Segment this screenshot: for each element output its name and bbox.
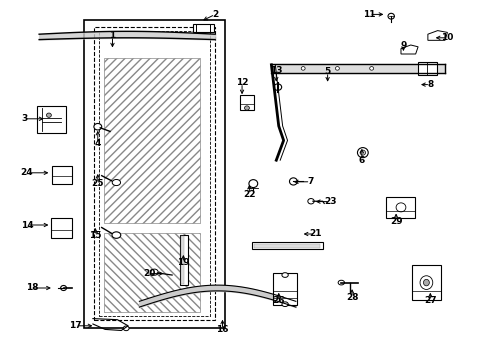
Ellipse shape — [123, 326, 129, 330]
Text: 9: 9 — [399, 40, 406, 49]
Ellipse shape — [61, 285, 66, 291]
Ellipse shape — [46, 113, 51, 117]
Text: 13: 13 — [269, 66, 282, 75]
Bar — [103, 58, 200, 223]
Polygon shape — [427, 31, 447, 40]
Polygon shape — [400, 45, 417, 54]
Ellipse shape — [244, 106, 249, 110]
Text: 25: 25 — [91, 179, 104, 188]
Ellipse shape — [273, 84, 281, 90]
Text: 6: 6 — [358, 156, 364, 165]
Ellipse shape — [335, 67, 339, 70]
Text: 5: 5 — [324, 68, 330, 77]
Ellipse shape — [395, 203, 405, 212]
Ellipse shape — [94, 123, 102, 130]
Text: 3: 3 — [21, 114, 27, 123]
Ellipse shape — [112, 180, 120, 186]
Text: 17: 17 — [69, 321, 82, 330]
Text: 29: 29 — [389, 217, 402, 226]
Bar — [180, 235, 187, 285]
Text: 19: 19 — [177, 258, 189, 267]
Text: 16: 16 — [216, 325, 228, 334]
Text: 12: 12 — [235, 78, 248, 87]
Ellipse shape — [281, 302, 287, 307]
Text: 24: 24 — [20, 168, 33, 177]
Bar — [84, 20, 224, 328]
Text: 18: 18 — [25, 284, 38, 292]
Ellipse shape — [359, 150, 365, 155]
Text: 1: 1 — [109, 31, 115, 40]
Text: 8: 8 — [427, 80, 432, 89]
Ellipse shape — [369, 67, 373, 70]
Ellipse shape — [387, 13, 393, 19]
Ellipse shape — [423, 279, 428, 286]
Ellipse shape — [289, 178, 297, 185]
Bar — [94, 27, 215, 320]
Ellipse shape — [150, 269, 158, 275]
Text: 10: 10 — [440, 33, 453, 42]
Text: 21: 21 — [308, 230, 321, 239]
Ellipse shape — [307, 199, 313, 204]
Bar — [37, 106, 66, 133]
Ellipse shape — [248, 180, 257, 188]
Bar — [411, 265, 440, 300]
Ellipse shape — [112, 232, 121, 238]
Text: 26: 26 — [272, 296, 285, 305]
Text: 28: 28 — [345, 292, 358, 302]
Ellipse shape — [301, 67, 305, 70]
Bar — [251, 242, 322, 249]
Text: 20: 20 — [142, 269, 155, 278]
Text: 11: 11 — [362, 10, 375, 19]
Ellipse shape — [357, 148, 367, 158]
Ellipse shape — [338, 280, 344, 285]
Bar — [417, 62, 436, 75]
Bar — [239, 95, 254, 110]
Text: 23: 23 — [323, 197, 336, 206]
Text: 2: 2 — [212, 10, 218, 19]
Text: 14: 14 — [20, 220, 33, 230]
Bar — [272, 273, 297, 305]
Bar — [181, 236, 184, 284]
Bar — [193, 24, 213, 32]
Text: 4: 4 — [94, 139, 101, 148]
Bar — [99, 31, 210, 316]
Ellipse shape — [281, 273, 287, 277]
Bar — [51, 218, 72, 238]
Bar — [103, 233, 200, 312]
Bar — [254, 244, 320, 248]
Text: 27: 27 — [423, 296, 436, 305]
Text: 22: 22 — [243, 190, 255, 199]
Ellipse shape — [419, 276, 432, 289]
Text: 15: 15 — [89, 231, 102, 240]
Bar — [386, 197, 414, 218]
Text: 7: 7 — [306, 177, 313, 186]
Bar — [52, 166, 72, 184]
